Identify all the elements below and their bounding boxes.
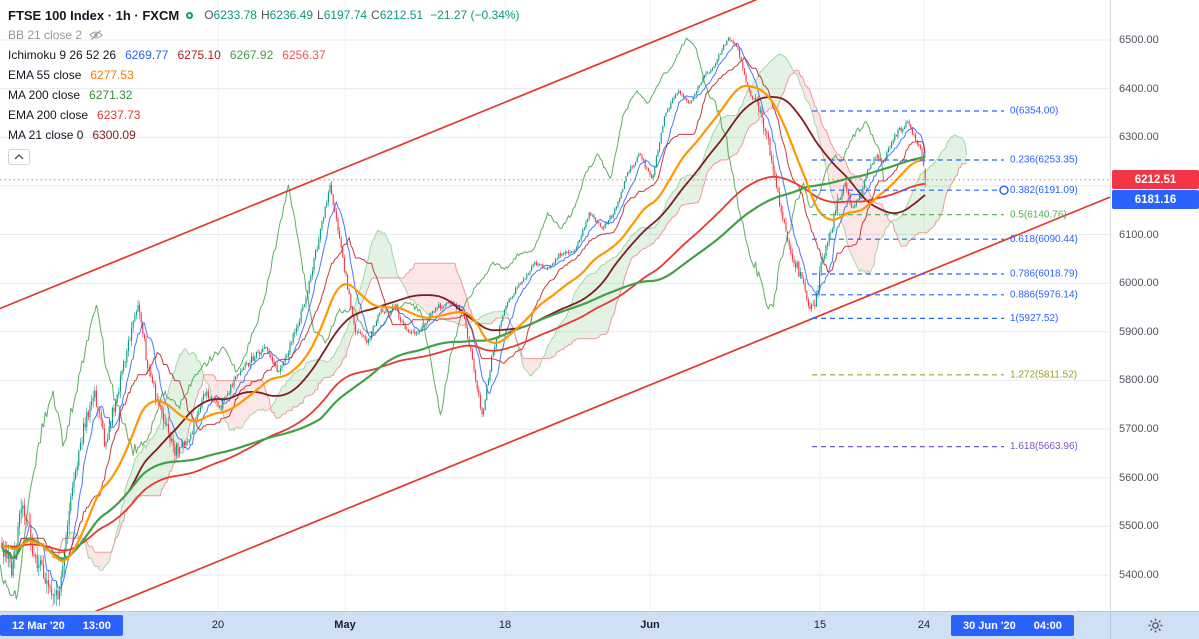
indicator-name: EMA 55 close [8,68,82,82]
fib-anchor-handle[interactable] [999,185,1009,195]
legend-indicator-row[interactable]: EMA 55 close 6277.53 [8,65,520,85]
indicator-value: 6269.77 [125,48,169,62]
eye-off-icon[interactable] [89,29,103,41]
price-axis[interactable]: 6212.51 6181.16 6500.006400.006300.00620… [1110,0,1199,611]
ohlc-label: O [204,8,214,22]
ohlc-value: 6197.74 [323,8,368,22]
indicator-value: 6256.37 [282,48,326,62]
fib-level-label: 0.886(5976.14) [1010,289,1078,300]
time-tick: Jun [640,619,660,631]
indicator-rows: BB 21 close 2 Ichimoku 9 26 52 26 6269.77 6… [8,25,520,145]
ohlc-label: H [260,8,270,22]
ohlc-label: L [317,8,324,22]
price-tick: 6000.00 [1119,277,1159,290]
price-tick: 6100.00 [1119,228,1159,241]
symbol-title[interactable]: FTSE 100 Index · 1h · FXCM [8,7,180,23]
price-chart-canvas[interactable]: 0(6354.00) 0.236(6253.35) 0.382(6191.09) 0.… [0,0,1110,611]
time-tick: 18 [498,619,512,631]
price-tick: 5500.00 [1119,520,1159,533]
fib-level-label: 1.618(5663.96) [1010,441,1078,452]
ohlc-values: O6233.78 H6236.49 L6197.74 C6212.51 [200,8,423,22]
indicator-value: 6300.09 [92,128,136,142]
market-status-dot-icon [186,11,194,19]
fib-end-date-badge: 30 Jun '20 04:00 [951,615,1074,636]
time-axis[interactable]: 12 Mar '20 13:00 30 Jun '20 04:00 20 May 1… [0,611,1199,639]
indicator-name: BB 21 close 2 [8,28,83,42]
time-tick: 24 [917,619,931,631]
price-tick: 5600.00 [1119,471,1159,484]
indicator-value: 6277.53 [90,68,134,82]
legend-indicator-row[interactable]: MA 21 close 0 6300.09 [8,125,520,145]
price-tick: 6400.00 [1119,82,1159,95]
price-tick: 5700.00 [1119,423,1159,436]
legend-collapse-button[interactable] [8,149,30,165]
time-tick: May [334,619,356,631]
fib-level-label: 1(5927.52) [1010,313,1058,324]
end-date: 30 Jun '20 [963,619,1016,632]
fib-level-label: 0.382(6191.09) [1010,185,1078,196]
trend-channel[interactable] [0,0,1110,611]
legend-indicator-row[interactable]: Ichimoku 9 26 52 26 6269.77 6275.10 6267.92… [8,45,520,65]
current-price-badge: 6212.51 [1112,170,1199,190]
fib-retracement[interactable]: 0(6354.00) 0.236(6253.35) 0.382(6191.09) 0.… [812,106,1078,453]
indicator-name: MA 200 close [8,88,81,102]
indicator-value: 6237.73 [97,108,141,122]
chart-plot-area[interactable]: 0(6354.00) 0.236(6253.35) 0.382(6191.09) 0.… [0,0,1110,611]
fib-level-label: 0(6354.00) [1010,106,1058,117]
fib-level-label: 0.5(6140.76) [1010,209,1067,220]
indicator-name: Ichimoku 9 26 52 26 [8,48,117,62]
indicator-value: 6271.32 [89,88,133,102]
indicator-value: 6275.10 [177,48,221,62]
fib-start-date-badge: 12 Mar '20 13:00 [0,615,123,636]
legend-indicator-row[interactable]: BB 21 close 2 [8,25,520,45]
price-tick: 6500.00 [1119,34,1159,46]
fib-level-label: 0.618(6090.44) [1010,234,1078,245]
time-tick: 20 [211,619,225,631]
current-price-value: 6212.51 [1134,173,1177,186]
ohlc-value: 6212.51 [379,8,424,22]
chevron-up-icon [14,154,24,160]
chikou-span [0,37,885,600]
fib-level-label: 0.236(6253.35) [1010,155,1078,166]
ohlc-value: 6236.49 [269,8,313,22]
indicator-name: EMA 200 close [8,108,89,122]
start-time: 13:00 [82,619,111,632]
legend-indicator-row[interactable]: EMA 200 close 6237.73 [8,105,520,125]
ohlc-value: 6233.78 [213,8,257,22]
moving-averages [0,42,926,589]
start-date: 12 Mar '20 [12,619,65,632]
indicator-value: 6267.92 [229,48,274,62]
price-tick: 6300.00 [1119,131,1159,144]
price-tick: 5900.00 [1119,325,1159,338]
price-tick: 5400.00 [1119,568,1159,581]
chart-legend: FTSE 100 Index · 1h · FXCM O6233.78 H6236… [8,5,520,165]
change-value: −21.27 (−0.34%) [430,8,520,22]
end-time: 04:00 [1033,619,1062,632]
secondary-price-value: 6181.16 [1134,193,1177,206]
fib-level-label: 1.272(5811.52) [1010,369,1077,380]
secondary-price-badge: 6181.16 [1112,190,1199,210]
gear-icon[interactable] [1148,618,1163,633]
indicator-name: MA 21 close 0 [8,128,84,142]
symbol-row: FTSE 100 Index · 1h · FXCM O6233.78 H6236… [8,5,520,25]
ohlc-label: C [371,8,380,22]
legend-indicator-row[interactable]: MA 200 close 6271.32 [8,85,520,105]
axis-settings-corner [1110,611,1199,639]
fib-level-label: 0.786(6018.79) [1010,269,1078,280]
time-tick: 15 [813,619,827,631]
price-tick: 5800.00 [1119,374,1159,387]
